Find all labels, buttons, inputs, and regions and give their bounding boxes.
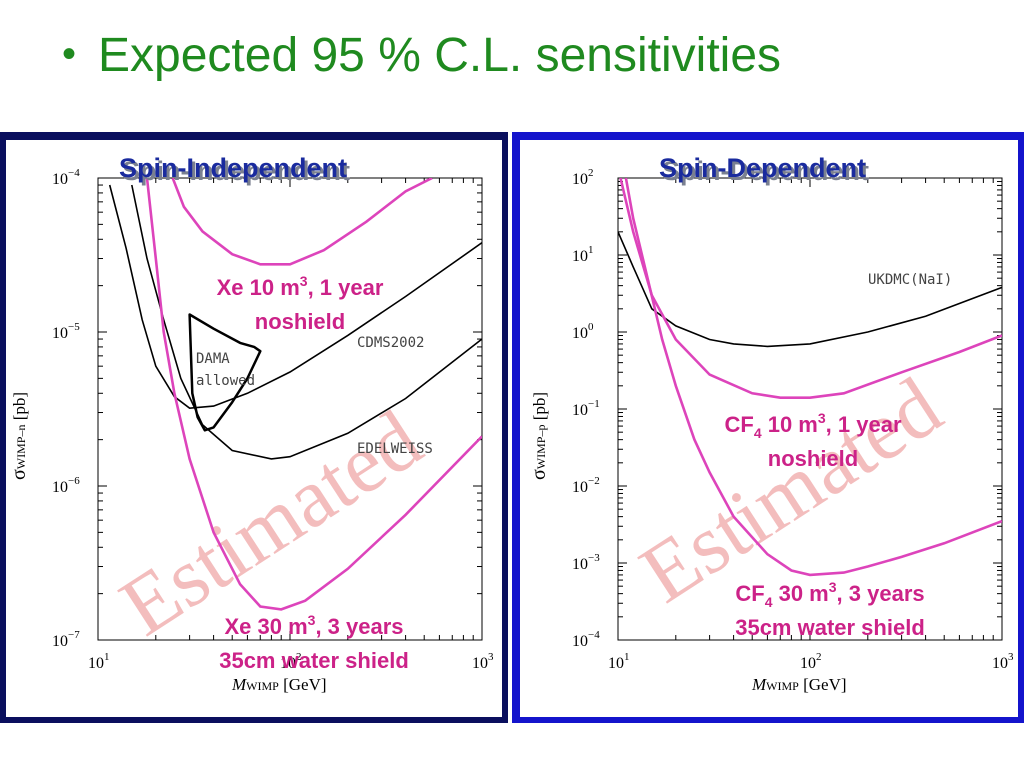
xe30-annotation-line1: Xe 30 m3, 3 years: [224, 612, 403, 639]
panel-title-spin-independent: Spin-Independent: [119, 153, 347, 183]
curve-label-cdms2002: CDMS2002: [357, 335, 424, 351]
y-tick-label: 10−7: [52, 629, 80, 650]
panel-title-spin-dependent: Spin-Dependent: [659, 153, 866, 183]
y-tick-labels: 10−7 10−6 10−5 10−4: [52, 167, 80, 650]
axis-ticks: [97, 177, 483, 641]
y-tick-label: 102: [572, 167, 594, 188]
xe10-annotation-line1: Xe 10 m3, 1 year: [217, 273, 384, 300]
series-line-edelweiss: [131, 184, 482, 460]
y-tick-label: 10−6: [52, 475, 80, 496]
series-line-cf4-30m3: [624, 178, 1002, 577]
cf10-annotation-line1: CF4 10 m3, 1 year: [724, 410, 901, 441]
x-axis-label: MWIMP [GeV]: [751, 675, 847, 694]
panel-title-shadow: Spin-Dependent: [662, 156, 869, 186]
title-text: Expected 95 % C.L. sensitivities: [98, 29, 782, 82]
y-tick-labels: 10−4 10−3 10−2 10−1 100 101 102: [572, 167, 600, 650]
curve-label-ukdmc: UKDMC(NaI): [868, 272, 952, 288]
y-tick-label: 10−4: [52, 167, 80, 188]
series-line-xe-30m3: [145, 178, 482, 611]
series-line-xe-10m3: [171, 178, 433, 266]
right-panel-background: [520, 140, 1018, 717]
title-bullet: •: [62, 32, 77, 76]
series-line-cdms2002: [108, 184, 482, 410]
slide-title: • Expected 95 % C.L. sensitivities: [62, 28, 781, 83]
cf30-annotation-line1: CF4 30 m3, 3 years: [735, 579, 924, 610]
panel-title-shadow: Spin-Independent: [122, 156, 350, 186]
cf30-annotation-line2: 35cm water shield: [735, 615, 925, 640]
region-dama-allowed: [188, 313, 262, 432]
x-tick-label: 102: [280, 651, 302, 672]
y-tick-label: 10−4: [572, 629, 600, 650]
region-label-line1: DAMA: [196, 351, 230, 367]
xe30-annotation-line2: 35cm water shield: [219, 648, 409, 673]
y-axis-label: σWIMP–p [pb]: [528, 392, 550, 480]
y-tick-label: 10−3: [572, 552, 600, 573]
x-tick-label: 101: [608, 651, 630, 672]
spin-independent-chart: Estimated 10−710−610−510−4 101 102 103 CDM…: [8, 153, 494, 694]
y-axis-label: σWIMP–n [pb]: [8, 392, 30, 480]
x-axis-label: MWIMP [GeV]: [231, 675, 327, 694]
x-tick-labels: 101 102 103: [88, 651, 494, 672]
series-line-ukdmc-nai: [618, 231, 1002, 348]
x-tick-label: 103: [472, 651, 494, 672]
axis-ticks: [617, 177, 1003, 641]
xe10-annotation-line2: noshield: [255, 309, 345, 334]
x-tick-label: 101: [88, 651, 110, 672]
curve-label-edelweiss: EDELWEISS: [357, 441, 433, 457]
x-tick-label: 103: [992, 651, 1014, 672]
left-panel-background: [6, 140, 502, 717]
y-tick-label: 10−5: [52, 321, 80, 342]
x-tick-labels: 101 102 103: [608, 651, 1014, 672]
x-tick-label: 102: [800, 651, 822, 672]
y-tick-label: 10−2: [572, 475, 600, 496]
y-tick-label: 101: [572, 244, 594, 265]
y-tick-label: 10−1: [572, 398, 600, 419]
region-label-line2: allowed: [196, 373, 255, 389]
cf10-annotation-line2: noshield: [768, 446, 858, 471]
y-tick-label: 100: [572, 321, 594, 342]
